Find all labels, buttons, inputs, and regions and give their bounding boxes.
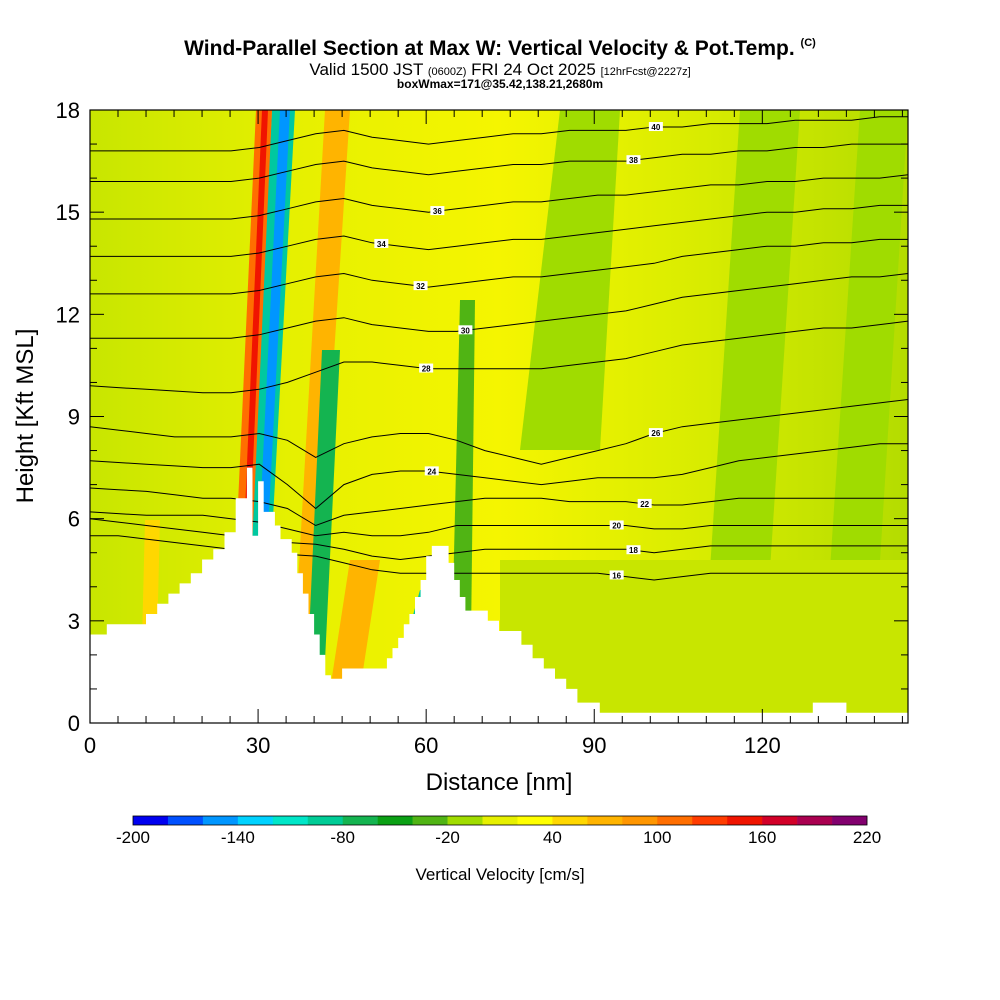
forecast-info: [12hrFcst@2227z] [600, 66, 691, 78]
colorbar-label: Vertical Velocity [cm/s] [415, 865, 584, 884]
colorbar-swatch [797, 816, 833, 825]
plot-area: 16 18 20 22 24 26 28 30 32 34 36 38 40 [90, 110, 908, 723]
colorbar-tick-label: -80 [330, 828, 355, 847]
colorbar-swatch [587, 816, 623, 825]
colorbar-swatch [762, 816, 798, 825]
y-tick-label: 12 [56, 302, 80, 327]
terrain [90, 467, 908, 723]
x-tick-label: 120 [744, 733, 781, 758]
contour-label-bg [419, 363, 434, 373]
contour-label-bg [413, 281, 428, 291]
contour-label: 16 [612, 571, 621, 580]
colorbar-swatch [447, 816, 483, 825]
theta-contour-40 [90, 116, 908, 152]
colorbar-swatch [307, 816, 344, 825]
theta-contour-24 [90, 443, 908, 510]
colorbar-swatch [167, 816, 204, 825]
contour-label: 40 [651, 123, 660, 132]
colorbar-swatch [272, 816, 309, 825]
theta-contour-30 [90, 273, 908, 339]
colorbar-swatch [412, 816, 448, 825]
contour-label: 38 [629, 156, 638, 165]
contour-label: 24 [427, 467, 436, 476]
contour-label: 36 [433, 207, 442, 216]
contour-label-bg [609, 520, 624, 530]
colorbar-frame [132, 815, 868, 826]
y-axis-label: Height [Kft MSL] [12, 329, 39, 504]
valley-updraft [330, 560, 380, 690]
theta-contour-32 [90, 238, 908, 295]
contour-label: 28 [422, 365, 431, 374]
colorbar-swatch [657, 816, 693, 825]
x-tick-label: 60 [414, 733, 438, 758]
theta-contour-20 [90, 511, 908, 537]
colorbar-swatch [237, 816, 274, 825]
colorbar-swatch [692, 816, 728, 825]
colorbar-tick-label: 40 [543, 828, 562, 847]
contour-label: 30 [461, 326, 470, 335]
contour-label-bg [609, 570, 624, 580]
colorbar-tick-label: 160 [748, 828, 776, 847]
theta-contour-28 [90, 320, 908, 394]
contour-label: 32 [416, 282, 425, 291]
colorbar-tick-label: -200 [116, 828, 150, 847]
theta-contour-26 [90, 399, 908, 465]
x-tick-label: 90 [582, 733, 606, 758]
contour-label: 20 [612, 521, 621, 530]
box-info: boxWmax=171@35.42,138.21,2680m [396, 77, 604, 91]
theta-contour-38 [90, 143, 908, 182]
low-level-green-layer [500, 560, 908, 723]
colorbar: -200 -140 -80 -20 40 100 160 220 [116, 815, 881, 847]
contour-label-bg [648, 428, 663, 438]
x-tick-label: 30 [246, 733, 270, 758]
colorbar-swatch [342, 816, 378, 825]
contour-label-bg [626, 155, 641, 165]
theta-contour-22 [90, 487, 908, 527]
chart-title-text: Wind-Parallel Section at Max W: Vertical… [184, 37, 795, 60]
colorbar-swatch [622, 816, 658, 825]
colorbar-swatch [552, 816, 588, 825]
x-tick-label: 0 [84, 733, 96, 758]
y-tick-label: 15 [56, 200, 80, 225]
x-axis-label: Distance [nm] [426, 769, 573, 796]
colorbar-swatch [517, 816, 553, 825]
contour-label-bg [458, 325, 473, 335]
copyright-mark: (C) [800, 37, 816, 49]
valid-time: Valid 1500 JST [309, 60, 424, 79]
y-tick-label: 18 [56, 98, 80, 123]
colorbar-swatch [482, 816, 518, 825]
contour-label: 26 [651, 429, 660, 438]
contour-label-bg [637, 498, 652, 508]
contour-label: 22 [640, 500, 649, 509]
valid-date: FRI 24 Oct 2025 [471, 60, 596, 79]
colorbar-swatch [377, 816, 413, 825]
colorbar-swatch [202, 816, 239, 825]
chart-title: Wind-Parallel Section at Max W: Vertical… [0, 37, 1000, 61]
colorbar-tick-label: 220 [853, 828, 881, 847]
contour-label-bg [374, 238, 389, 248]
potential-temperature-contours: 16 18 20 22 24 26 28 30 32 34 36 38 40 [90, 116, 908, 581]
contour-label-bg [430, 206, 445, 216]
y-tick-label: 6 [68, 507, 80, 532]
utc-time: (0600Z) [427, 66, 467, 78]
contour-label-bg [424, 466, 439, 476]
theta-contour-36 [90, 174, 908, 220]
y-tick-label: 9 [68, 405, 80, 430]
colorbar-swatch [832, 816, 868, 825]
colorbar-swatch [727, 816, 763, 825]
colorbar-tick-label: 100 [643, 828, 671, 847]
colorbar-tick-label: -20 [435, 828, 460, 847]
contour-label: 18 [629, 546, 638, 555]
y-tick-label: 0 [68, 711, 80, 736]
colorbar-swatch [133, 816, 169, 825]
contour-label-bg [648, 122, 663, 132]
chart-subtitle: Valid 1500 JST (0600Z) FRI 24 Oct 2025 [… [0, 60, 1000, 80]
colorbar-tick-label: -140 [221, 828, 255, 847]
contour-label-bg [626, 545, 641, 555]
y-tick-label: 3 [68, 609, 80, 634]
contour-label: 34 [377, 240, 386, 249]
theta-contour-34 [90, 204, 908, 257]
